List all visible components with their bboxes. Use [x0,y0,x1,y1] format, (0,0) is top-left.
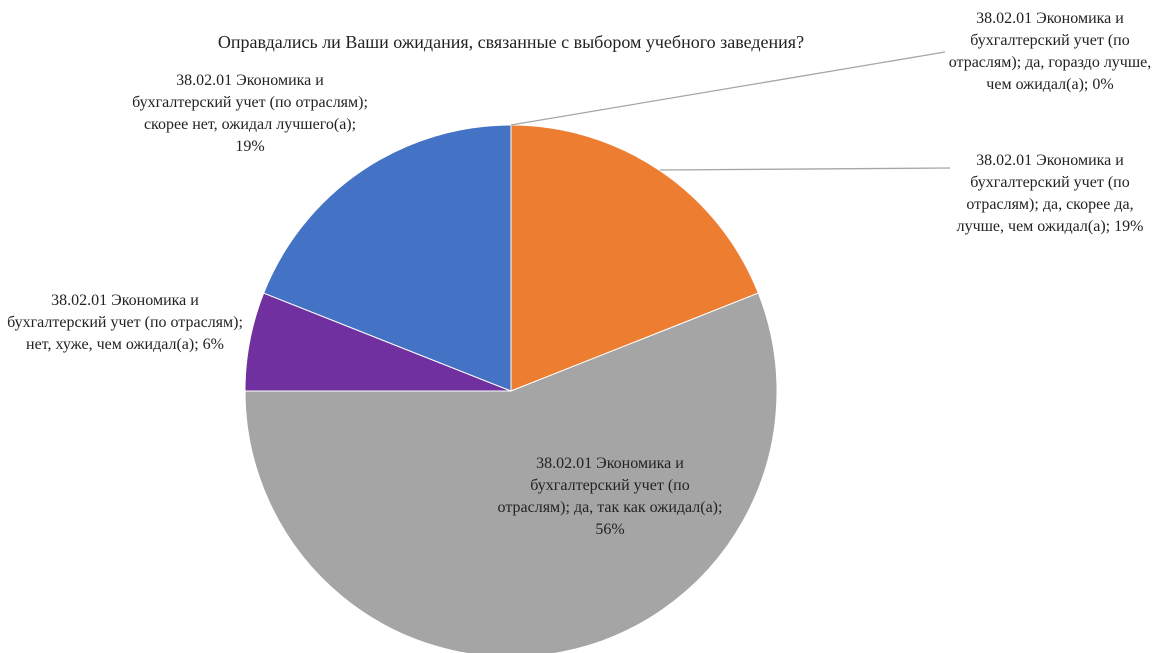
leader-line [510,51,946,126]
data-label: 38.02.01 Экономика и бухгалтерский учет … [132,72,368,155]
data-label: 38.02.01 Экономика и бухгалтерский учет … [497,455,723,538]
data-label: 38.02.01 Экономика и бухгалтерский учет … [956,152,1144,235]
pie-slice [510,124,759,392]
data-label: 38.02.01 Экономика и бухгалтерский учет … [948,10,1152,93]
data-label: 38.02.01 Экономика и бухгалтерский учет … [7,292,243,353]
chart-title: Оправдались ли Ваши ожидания, связанные … [217,32,805,52]
leader-line [659,167,951,171]
pie-slice [244,292,778,653]
pie-slice [263,124,512,392]
